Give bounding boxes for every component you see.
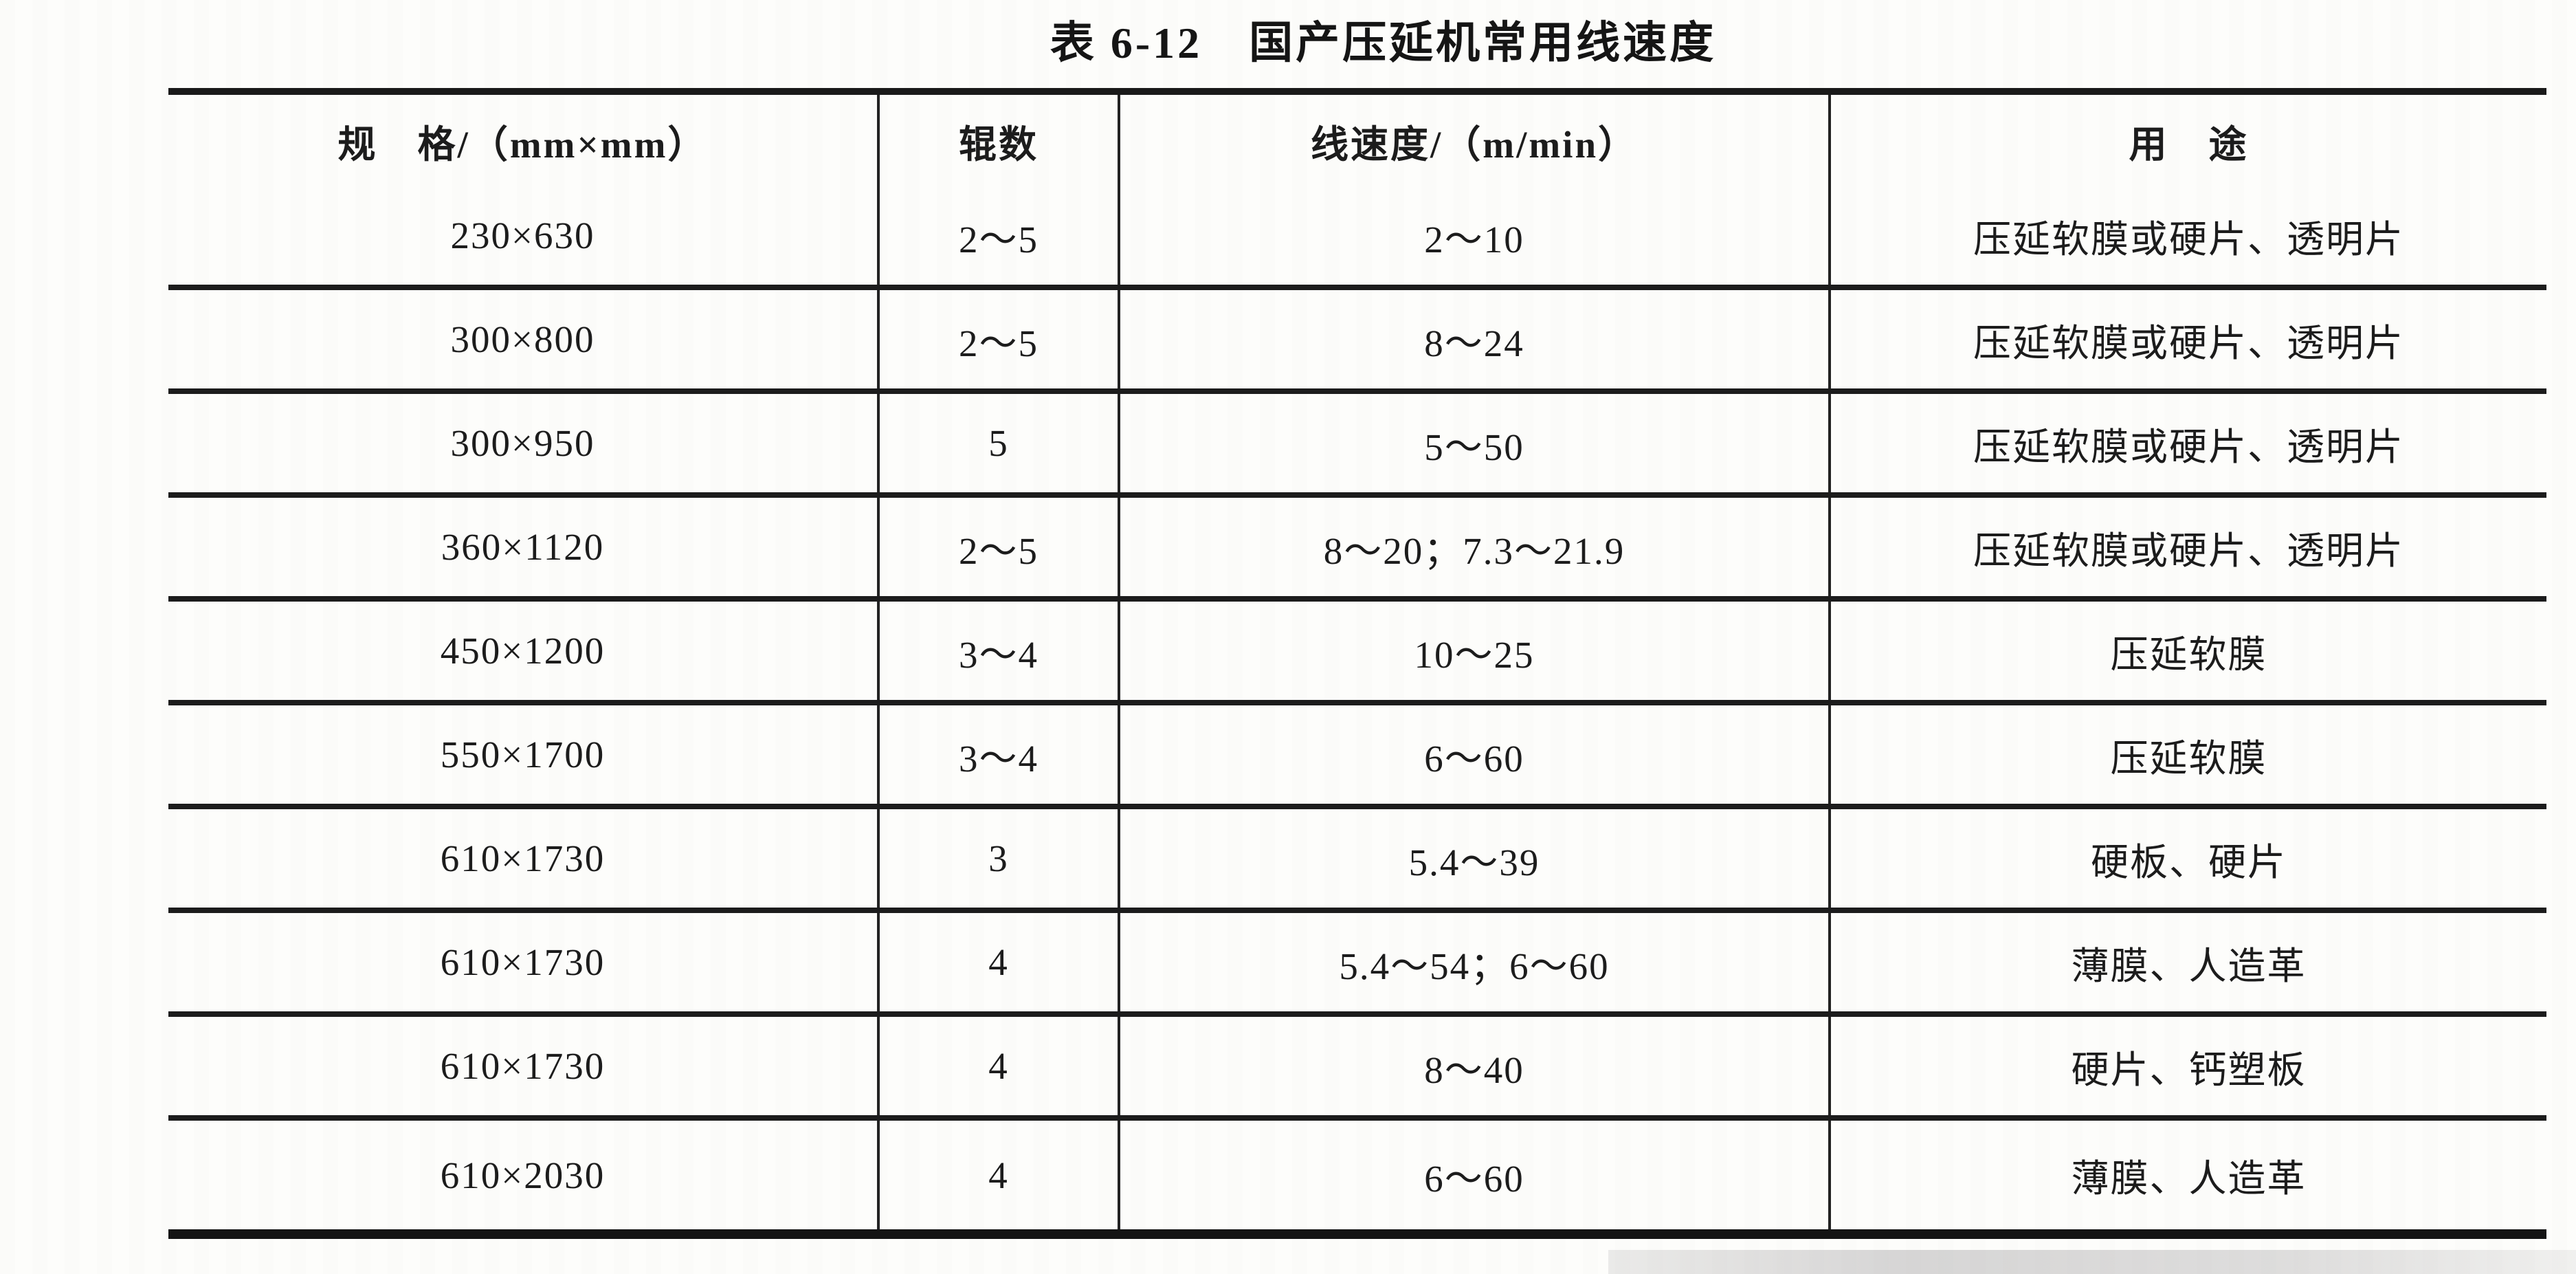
table-title: 表 6-12 国产压延机常用线速度 [1050,19,1717,67]
cell-rolls: 4 [878,1014,1120,1118]
cell-speed: 5.4～54；6～60 [1119,910,1831,1014]
cell-use: 硬板、硬片 [2090,841,2287,883]
col-header-use: 用 途 [2129,123,2249,166]
cell-use: 压延软膜或硬片、透明片 [1973,426,2404,468]
cell-spec: 550×1700 [168,703,880,806]
cell-spec: 610×1730 [168,910,880,1014]
table-row: 300×800 2～5 8～24 压延软膜或硬片、透明片 [168,287,2546,391]
cell-speed: 10～25 [1119,599,1831,703]
cell-speed: 6～60 [1119,703,1831,806]
cell-speed: 8～20；7.3～21.9 [1119,495,1831,599]
cell-use: 薄膜、人造革 [2071,1158,2307,1200]
cell-spec: 360×1120 [168,495,880,599]
table-row: 550×1700 3～4 6～60 压延软膜 [168,703,2546,806]
cell-use: 硬片、钙塑板 [2071,1048,2307,1091]
scan-artifact-band [1608,1250,2576,1274]
cell-rolls: 2～5 [878,287,1120,391]
cell-rolls: 3～4 [878,703,1120,806]
cell-spec: 300×800 [168,287,880,391]
table-row: 610×1730 4 5.4～54；6～60 薄膜、人造革 [168,910,2546,1014]
cell-rolls: 3～4 [878,599,1120,703]
table-container: 规 格/（mm×mm） 辊数 线速度/（m/min） 用 途 230×630 2… [168,88,2546,1239]
cell-rolls: 2～5 [878,186,1120,287]
cell-speed: 2～10 [1119,186,1831,287]
cell-use: 压延软膜 [2110,633,2267,676]
cell-speed: 8～24 [1119,287,1831,391]
cell-spec: 300×950 [168,391,880,495]
header-row: 规 格/（mm×mm） 辊数 线速度/（m/min） 用 途 [168,91,2546,186]
cell-spec: 450×1200 [168,599,880,703]
table-row: 360×1120 2～5 8～20；7.3～21.9 压延软膜或硬片、透明片 [168,495,2546,599]
cell-rolls: 2～5 [878,495,1120,599]
table-row: 610×1730 3 5.4～39 硬板、硬片 [168,806,2546,910]
table-row: 230×630 2～5 2～10 压延软膜或硬片、透明片 [168,186,2546,287]
cell-use: 压延软膜或硬片、透明片 [1973,322,2404,364]
cell-speed: 5～50 [1119,391,1831,495]
cell-spec: 610×2030 [168,1118,880,1234]
cell-spec: 610×1730 [168,1014,880,1118]
cell-rolls: 5 [878,391,1120,495]
cell-speed: 5.4～39 [1119,806,1831,910]
cell-speed: 8～40 [1119,1014,1831,1118]
table-row: 300×950 5 5～50 压延软膜或硬片、透明片 [168,391,2546,495]
table-row: 610×2030 4 6～60 薄膜、人造革 [168,1118,2546,1234]
cell-use: 压延软膜或硬片、透明片 [1973,218,2404,261]
cell-use: 压延软膜或硬片、透明片 [1973,529,2404,572]
cell-rolls: 3 [878,806,1120,910]
speed-table: 规 格/（mm×mm） 辊数 线速度/（m/min） 用 途 230×630 2… [168,88,2546,1239]
cell-spec: 610×1730 [168,806,880,910]
col-header-spec: 规 格/（mm×mm） [168,91,880,186]
cell-speed: 6～60 [1119,1118,1831,1234]
table-row: 610×1730 4 8～40 硬片、钙塑板 [168,1014,2546,1118]
col-header-rolls: 辊数 [878,91,1120,186]
col-header-speed: 线速度/（m/min） [1119,91,1831,186]
cell-rolls: 4 [878,910,1120,1014]
cell-spec: 230×630 [168,186,880,287]
cell-use: 薄膜、人造革 [2071,945,2307,987]
cell-use: 压延软膜 [2110,737,2267,780]
cell-rolls: 4 [878,1118,1120,1234]
table-row: 450×1200 3～4 10～25 压延软膜 [168,599,2546,703]
